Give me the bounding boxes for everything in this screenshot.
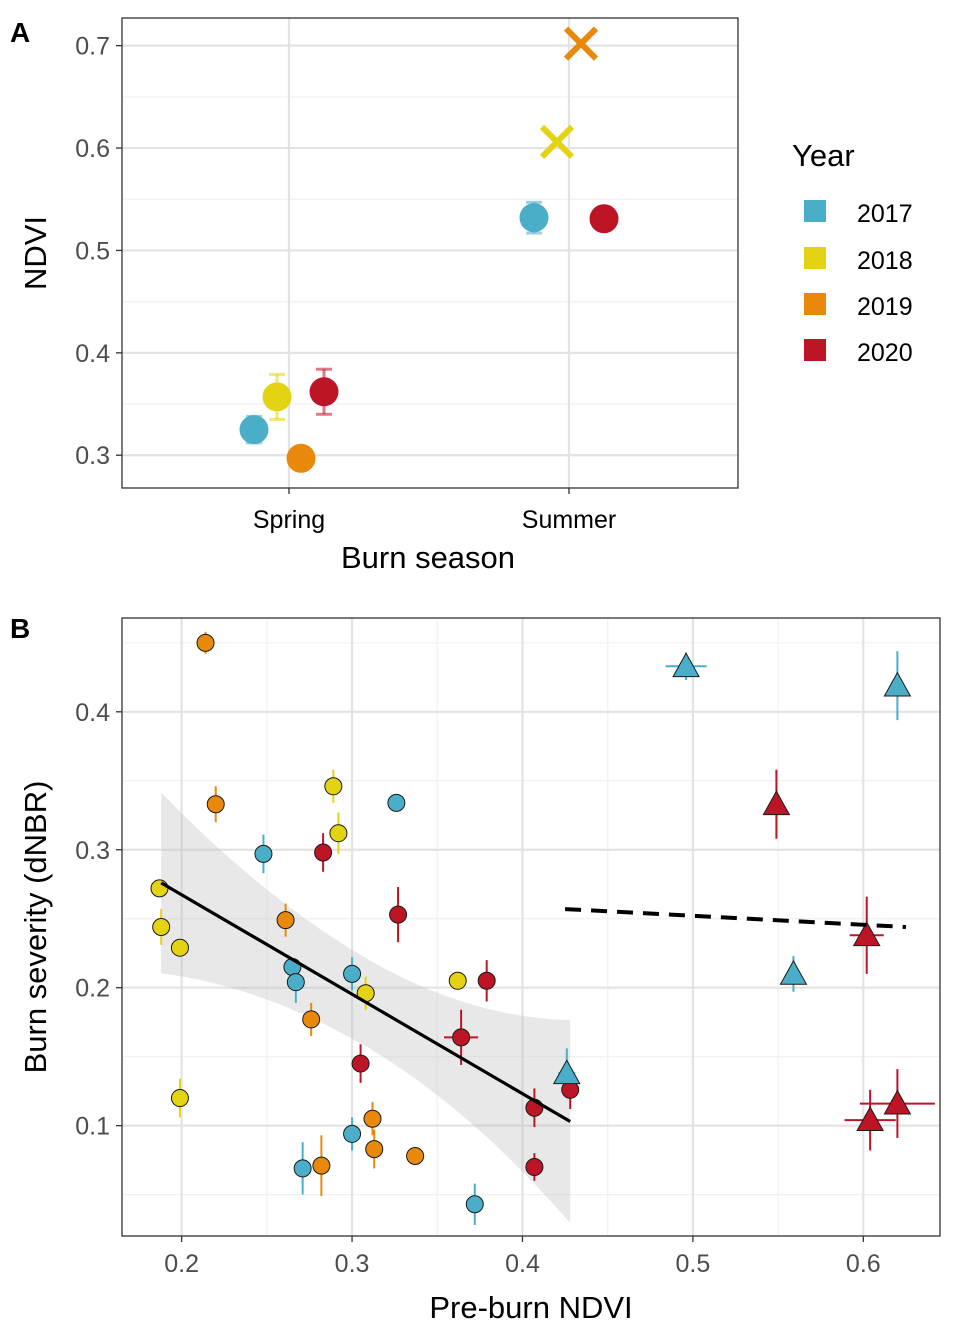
data-point [324,777,343,796]
panel-b-x-label: Pre-burn NDVI [429,1290,632,1325]
x-tick-label: 0.5 [676,1250,711,1278]
panel-a: 0.3 0.4 0.5 0.6 0.7 Spring Summer A NDVI Burn… [10,17,739,575]
panel-a-border [121,17,739,489]
panel-a-x-axis: Spring Summer [253,488,616,534]
x-tick-label: Summer [522,506,616,534]
data-point [170,1089,189,1108]
data-point [589,204,619,234]
legend-label-2018: 2018 [857,247,913,275]
y-tick-label: 0.3 [75,837,110,865]
panel-b-y-label: Burn severity (dNBR) [18,781,53,1074]
panel-b: 0.1 0.2 0.3 0.4 0.2 0.3 0.4 0.5 0.6 B Burn seve… [10,613,941,1325]
data-point-triangle [552,1059,581,1085]
y-tick-label: 0.5 [75,237,110,265]
data-point [519,203,549,233]
panel-a-points [239,26,619,473]
data-point [389,905,408,924]
data-point-triangle [856,1106,884,1132]
data-point [170,938,189,957]
data-point-triangle [883,671,912,697]
data-point [293,1159,312,1178]
x-tick-label: 0.6 [846,1250,881,1278]
legend-swatch-2020 [804,339,826,361]
legend-item-2017: 2017 [804,200,913,228]
data-point [406,1146,425,1165]
y-tick-label: 0.4 [75,340,110,368]
data-point-triangle [779,959,808,985]
y-tick-label: 0.2 [75,975,110,1003]
data-point [525,1158,544,1177]
data-point-triangle [762,790,791,816]
x-tick-label: 0.2 [164,1250,199,1278]
data-point [262,382,292,412]
legend-label-2019: 2019 [857,293,913,321]
data-point-cross [539,124,575,160]
data-point [206,795,225,814]
data-point [351,1054,370,1073]
data-point [254,844,273,863]
data-point [448,971,467,990]
panel-a-y-label: NDVI [18,216,53,290]
legend-label-2020: 2020 [857,339,913,367]
panel-b-y-axis: 0.1 0.2 0.3 0.4 [75,699,122,1141]
data-point [312,1156,331,1175]
panel-b-tag: B [10,613,30,644]
data-point [286,443,316,473]
data-point [239,415,269,445]
data-point [387,793,406,812]
data-point-cross [563,26,599,61]
legend-title: Year [792,138,855,173]
legend-swatch-2019 [804,293,826,315]
data-point [302,1010,321,1029]
legend-item-2020: 2020 [804,339,913,367]
fit-line-summer [564,907,907,929]
legend-item-2018: 2018 [804,247,913,275]
data-point-triangle [883,1089,912,1115]
panel-a-gridlines [122,18,738,488]
panel-b-border [121,617,941,1237]
data-point [329,824,348,843]
data-point [363,1109,382,1128]
data-point [309,377,339,407]
data-point [365,1140,384,1159]
legend-item-2019: 2019 [804,293,913,321]
panel-a-tag: A [10,17,30,48]
data-point [465,1195,484,1214]
y-tick-label: 0.4 [75,699,110,727]
legend-swatch-2018 [804,247,826,269]
legend-swatch-2017 [804,200,826,222]
data-point [152,918,171,936]
data-point [196,633,215,652]
data-point-triangle [852,921,881,947]
x-tick-label: 0.4 [505,1250,540,1278]
legend-label-2017: 2017 [857,200,913,228]
panel-a-background [122,18,738,488]
x-tick-label: Spring [253,506,325,534]
panel-b-x-axis: 0.2 0.3 0.4 0.5 0.6 [164,1236,881,1278]
panel-b-fit-lines [160,881,907,1123]
data-point [452,1028,471,1047]
panel-b-background [122,618,940,1236]
legend: Year 2017 2018 2019 2020 [792,138,913,367]
data-point [477,971,496,990]
data-point-triangle [672,652,700,678]
y-tick-label: 0.7 [75,33,110,61]
panel-a-y-axis: 0.3 0.4 0.5 0.6 0.7 [75,33,122,470]
y-tick-label: 0.3 [75,442,110,470]
data-point [286,973,305,992]
data-point [343,964,362,983]
x-tick-label: 0.3 [335,1250,370,1278]
data-point [150,879,169,898]
data-point [276,911,295,930]
panel-a-x-label: Burn season [341,540,515,575]
fit-line-spring [160,881,572,1123]
data-point [314,843,333,862]
y-tick-label: 0.6 [75,135,110,163]
y-tick-label: 0.1 [75,1113,110,1141]
data-point [343,1124,362,1143]
